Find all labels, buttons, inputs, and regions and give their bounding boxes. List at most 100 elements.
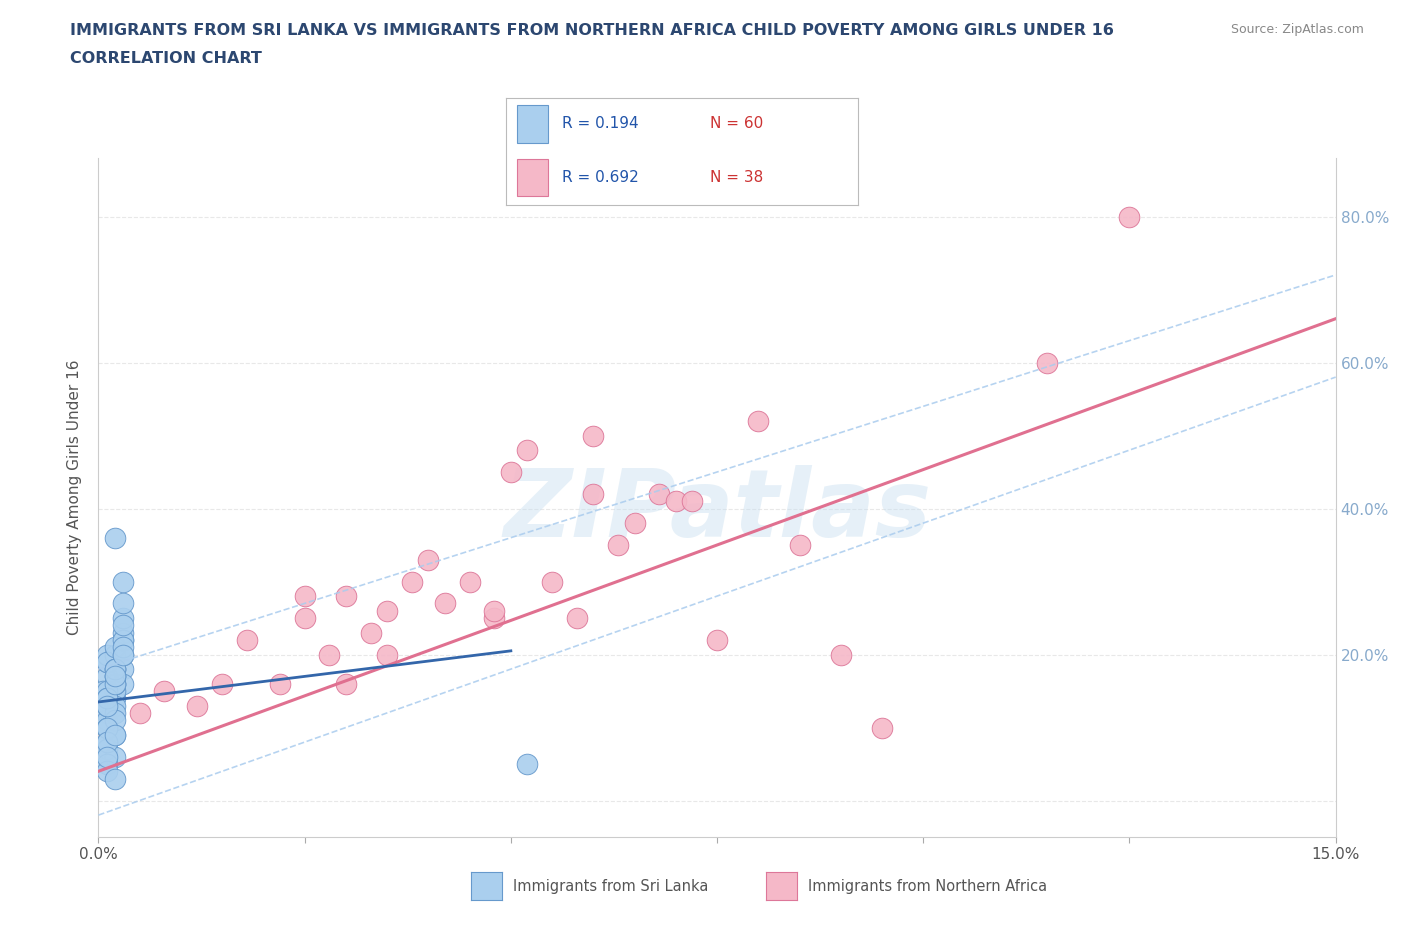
- Point: [104, 647, 127, 662]
- Point: [211, 676, 233, 691]
- Text: IMMIGRANTS FROM SRI LANKA VS IMMIGRANTS FROM NORTHERN AFRICA CHILD POVERTY AMONG: IMMIGRANTS FROM SRI LANKA VS IMMIGRANTS …: [70, 23, 1114, 38]
- Point: [484, 611, 506, 626]
- Point: [104, 676, 127, 691]
- Point: [516, 443, 538, 458]
- Point: [112, 632, 135, 647]
- Point: [186, 698, 208, 713]
- Point: [112, 625, 135, 640]
- Point: [96, 655, 118, 670]
- Point: [96, 684, 118, 698]
- Point: [830, 647, 852, 662]
- Point: [269, 676, 291, 691]
- Point: [375, 604, 398, 618]
- Bar: [517, 159, 548, 196]
- Text: Immigrants from Sri Lanka: Immigrants from Sri Lanka: [513, 879, 709, 894]
- Point: [516, 757, 538, 772]
- Point: [541, 574, 564, 589]
- Point: [112, 647, 135, 662]
- Point: [747, 414, 769, 429]
- Text: ZIPatlas: ZIPatlas: [503, 465, 931, 557]
- Y-axis label: Child Poverty Among Girls Under 16: Child Poverty Among Girls Under 16: [67, 360, 83, 635]
- Point: [104, 676, 127, 691]
- Point: [96, 742, 118, 757]
- Point: [104, 676, 127, 691]
- Point: [104, 727, 127, 742]
- Point: [112, 647, 135, 662]
- Point: [236, 632, 259, 647]
- Point: [96, 764, 118, 778]
- Point: [128, 706, 150, 721]
- Point: [104, 669, 127, 684]
- Point: [96, 655, 118, 670]
- Point: [458, 574, 481, 589]
- Point: [484, 604, 506, 618]
- Point: [104, 684, 127, 698]
- Point: [96, 698, 118, 713]
- Point: [104, 712, 127, 727]
- Point: [96, 750, 118, 764]
- Point: [706, 632, 728, 647]
- Point: [104, 706, 127, 721]
- Text: Immigrants from Northern Africa: Immigrants from Northern Africa: [808, 879, 1047, 894]
- Point: [648, 486, 671, 501]
- Point: [112, 676, 135, 691]
- Point: [112, 596, 135, 611]
- Point: [104, 669, 127, 684]
- Point: [294, 611, 316, 626]
- Point: [360, 625, 382, 640]
- Point: [418, 552, 440, 567]
- Point: [104, 771, 127, 786]
- Point: [112, 618, 135, 632]
- Point: [96, 698, 118, 713]
- Point: [582, 428, 605, 443]
- Point: [565, 611, 588, 626]
- Point: [112, 574, 135, 589]
- Point: [96, 720, 118, 735]
- Point: [104, 640, 127, 655]
- Point: [96, 735, 118, 750]
- Point: [433, 596, 456, 611]
- Point: [104, 669, 127, 684]
- Text: R = 0.194: R = 0.194: [562, 116, 638, 131]
- Point: [112, 661, 135, 676]
- Point: [96, 691, 118, 706]
- Point: [104, 698, 127, 713]
- Point: [112, 640, 135, 655]
- Point: [96, 691, 118, 706]
- Point: [1118, 209, 1140, 224]
- Point: [96, 757, 118, 772]
- Text: N = 38: N = 38: [710, 170, 763, 185]
- Text: CORRELATION CHART: CORRELATION CHART: [70, 51, 262, 66]
- Point: [96, 698, 118, 713]
- Point: [112, 611, 135, 626]
- Point: [499, 465, 522, 480]
- Text: Source: ZipAtlas.com: Source: ZipAtlas.com: [1230, 23, 1364, 36]
- Point: [335, 589, 357, 604]
- Point: [623, 515, 645, 530]
- Point: [665, 494, 688, 509]
- Point: [607, 538, 630, 552]
- Point: [294, 589, 316, 604]
- Point: [870, 720, 893, 735]
- Point: [1036, 355, 1059, 370]
- Point: [789, 538, 811, 552]
- Point: [91, 684, 114, 698]
- Point: [104, 684, 127, 698]
- Text: R = 0.692: R = 0.692: [562, 170, 640, 185]
- Point: [96, 647, 118, 662]
- Point: [96, 706, 118, 721]
- Point: [153, 684, 176, 698]
- Bar: [517, 105, 548, 142]
- Point: [104, 661, 127, 676]
- Point: [318, 647, 340, 662]
- Point: [104, 676, 127, 691]
- Point: [104, 661, 127, 676]
- Point: [104, 661, 127, 676]
- Point: [96, 691, 118, 706]
- Point: [104, 727, 127, 742]
- Point: [112, 632, 135, 647]
- Point: [96, 720, 118, 735]
- Point: [104, 530, 127, 545]
- Point: [96, 735, 118, 750]
- Point: [96, 712, 118, 727]
